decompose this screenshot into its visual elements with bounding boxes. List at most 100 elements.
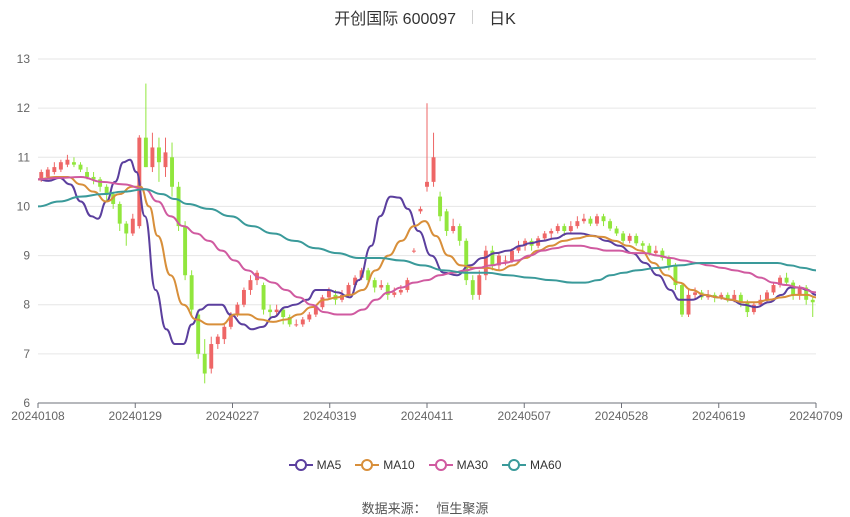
- candle-body: [686, 294, 691, 315]
- candle: [307, 312, 312, 322]
- candle: [457, 223, 462, 246]
- candle: [71, 157, 76, 168]
- candle: [555, 223, 560, 234]
- candle-body: [111, 194, 116, 204]
- legend-label: MA5: [316, 458, 342, 472]
- candle-body: [693, 292, 698, 295]
- candle-body: [588, 218, 593, 224]
- y-tick-label: 6: [23, 396, 30, 410]
- candle-body: [313, 307, 318, 315]
- candle-body: [791, 282, 796, 295]
- y-tick-label: 9: [23, 249, 30, 263]
- candle-body: [39, 172, 44, 180]
- candle-body: [666, 258, 671, 266]
- candle-body: [634, 235, 639, 244]
- candle-body: [621, 233, 626, 241]
- candle-body: [496, 255, 501, 266]
- candle-body: [595, 216, 599, 224]
- candle: [209, 336, 214, 374]
- candle-body: [451, 226, 456, 231]
- candle-body: [745, 302, 750, 313]
- ma-line-ma5: [37, 158, 817, 346]
- candle-body: [91, 176, 96, 180]
- candle: [425, 103, 429, 192]
- candle-body: [490, 250, 495, 266]
- candle-body: [503, 260, 508, 262]
- candle: [98, 176, 103, 192]
- source-name: 恒生聚源: [436, 501, 489, 516]
- candle-body: [751, 304, 756, 313]
- candle-body: [274, 309, 279, 313]
- candle: [78, 162, 83, 173]
- candle: [542, 231, 547, 241]
- candle-body: [124, 223, 129, 234]
- candle: [653, 245, 658, 256]
- candle-body: [778, 277, 783, 286]
- candle-body: [98, 179, 103, 187]
- candle: [444, 208, 449, 236]
- candle: [294, 319, 299, 327]
- x-tick-label: 20240129: [109, 409, 163, 423]
- candle-body: [601, 216, 606, 222]
- candle: [91, 172, 96, 185]
- candle-body: [660, 250, 665, 259]
- candle-body: [71, 162, 76, 165]
- candle-body: [228, 314, 233, 327]
- grid-layer: [38, 58, 816, 355]
- legend-item-ma60[interactable]: MA60: [502, 458, 561, 472]
- legend-item-ma10[interactable]: MA10: [355, 458, 415, 472]
- candle: [451, 218, 456, 234]
- candle: [791, 280, 796, 300]
- candle-body: [58, 162, 63, 170]
- chart-title: 开创国际 600097: [334, 11, 457, 28]
- candle: [111, 191, 116, 209]
- x-tick-label: 20240507: [498, 409, 552, 423]
- candle: [156, 137, 161, 182]
- candle-body: [425, 181, 429, 187]
- candle-body: [222, 326, 227, 340]
- candle: [241, 287, 246, 308]
- candle: [130, 213, 135, 236]
- candle-body: [268, 309, 273, 313]
- legend-label: MA60: [530, 458, 562, 472]
- candle-body: [804, 287, 809, 300]
- candle: [588, 216, 593, 227]
- candle: [686, 289, 691, 317]
- ma-line-ma30: [37, 175, 817, 316]
- candle: [418, 206, 423, 214]
- legend-item-ma30[interactable]: MA30: [428, 458, 488, 472]
- candle: [477, 270, 482, 300]
- candle: [248, 275, 253, 295]
- candle-body: [130, 218, 135, 234]
- candle: [660, 248, 665, 261]
- candle-body: [464, 240, 469, 281]
- x-tick-label: 20240411: [401, 409, 454, 423]
- candle: [372, 277, 377, 293]
- candle: [287, 314, 292, 327]
- candle: [261, 282, 266, 315]
- candle-body: [117, 203, 122, 224]
- candle: [300, 317, 305, 327]
- y-tick-label: 10: [17, 199, 31, 213]
- candle-body: [163, 152, 168, 168]
- y-tick-label: 7: [23, 347, 30, 361]
- candle-body: [523, 240, 528, 246]
- legend-label: MA10: [383, 458, 415, 472]
- candle-body: [65, 159, 70, 165]
- period-label[interactable]: 日K: [489, 11, 516, 28]
- candle: [470, 275, 475, 300]
- candle-body: [797, 287, 802, 295]
- candle-body: [398, 289, 403, 293]
- candle-body: [170, 157, 174, 187]
- candle-body: [372, 280, 377, 288]
- candle: [778, 275, 783, 288]
- candle: [601, 213, 606, 227]
- x-tick-label: 20240619: [692, 409, 746, 423]
- x-tick-label: 20240108: [11, 409, 65, 423]
- y-tick-label: 13: [17, 52, 31, 66]
- candle-body: [385, 285, 390, 295]
- legend-item-ma5[interactable]: MA5: [288, 458, 342, 472]
- candle-body: [143, 137, 148, 168]
- candle-body: [300, 319, 305, 325]
